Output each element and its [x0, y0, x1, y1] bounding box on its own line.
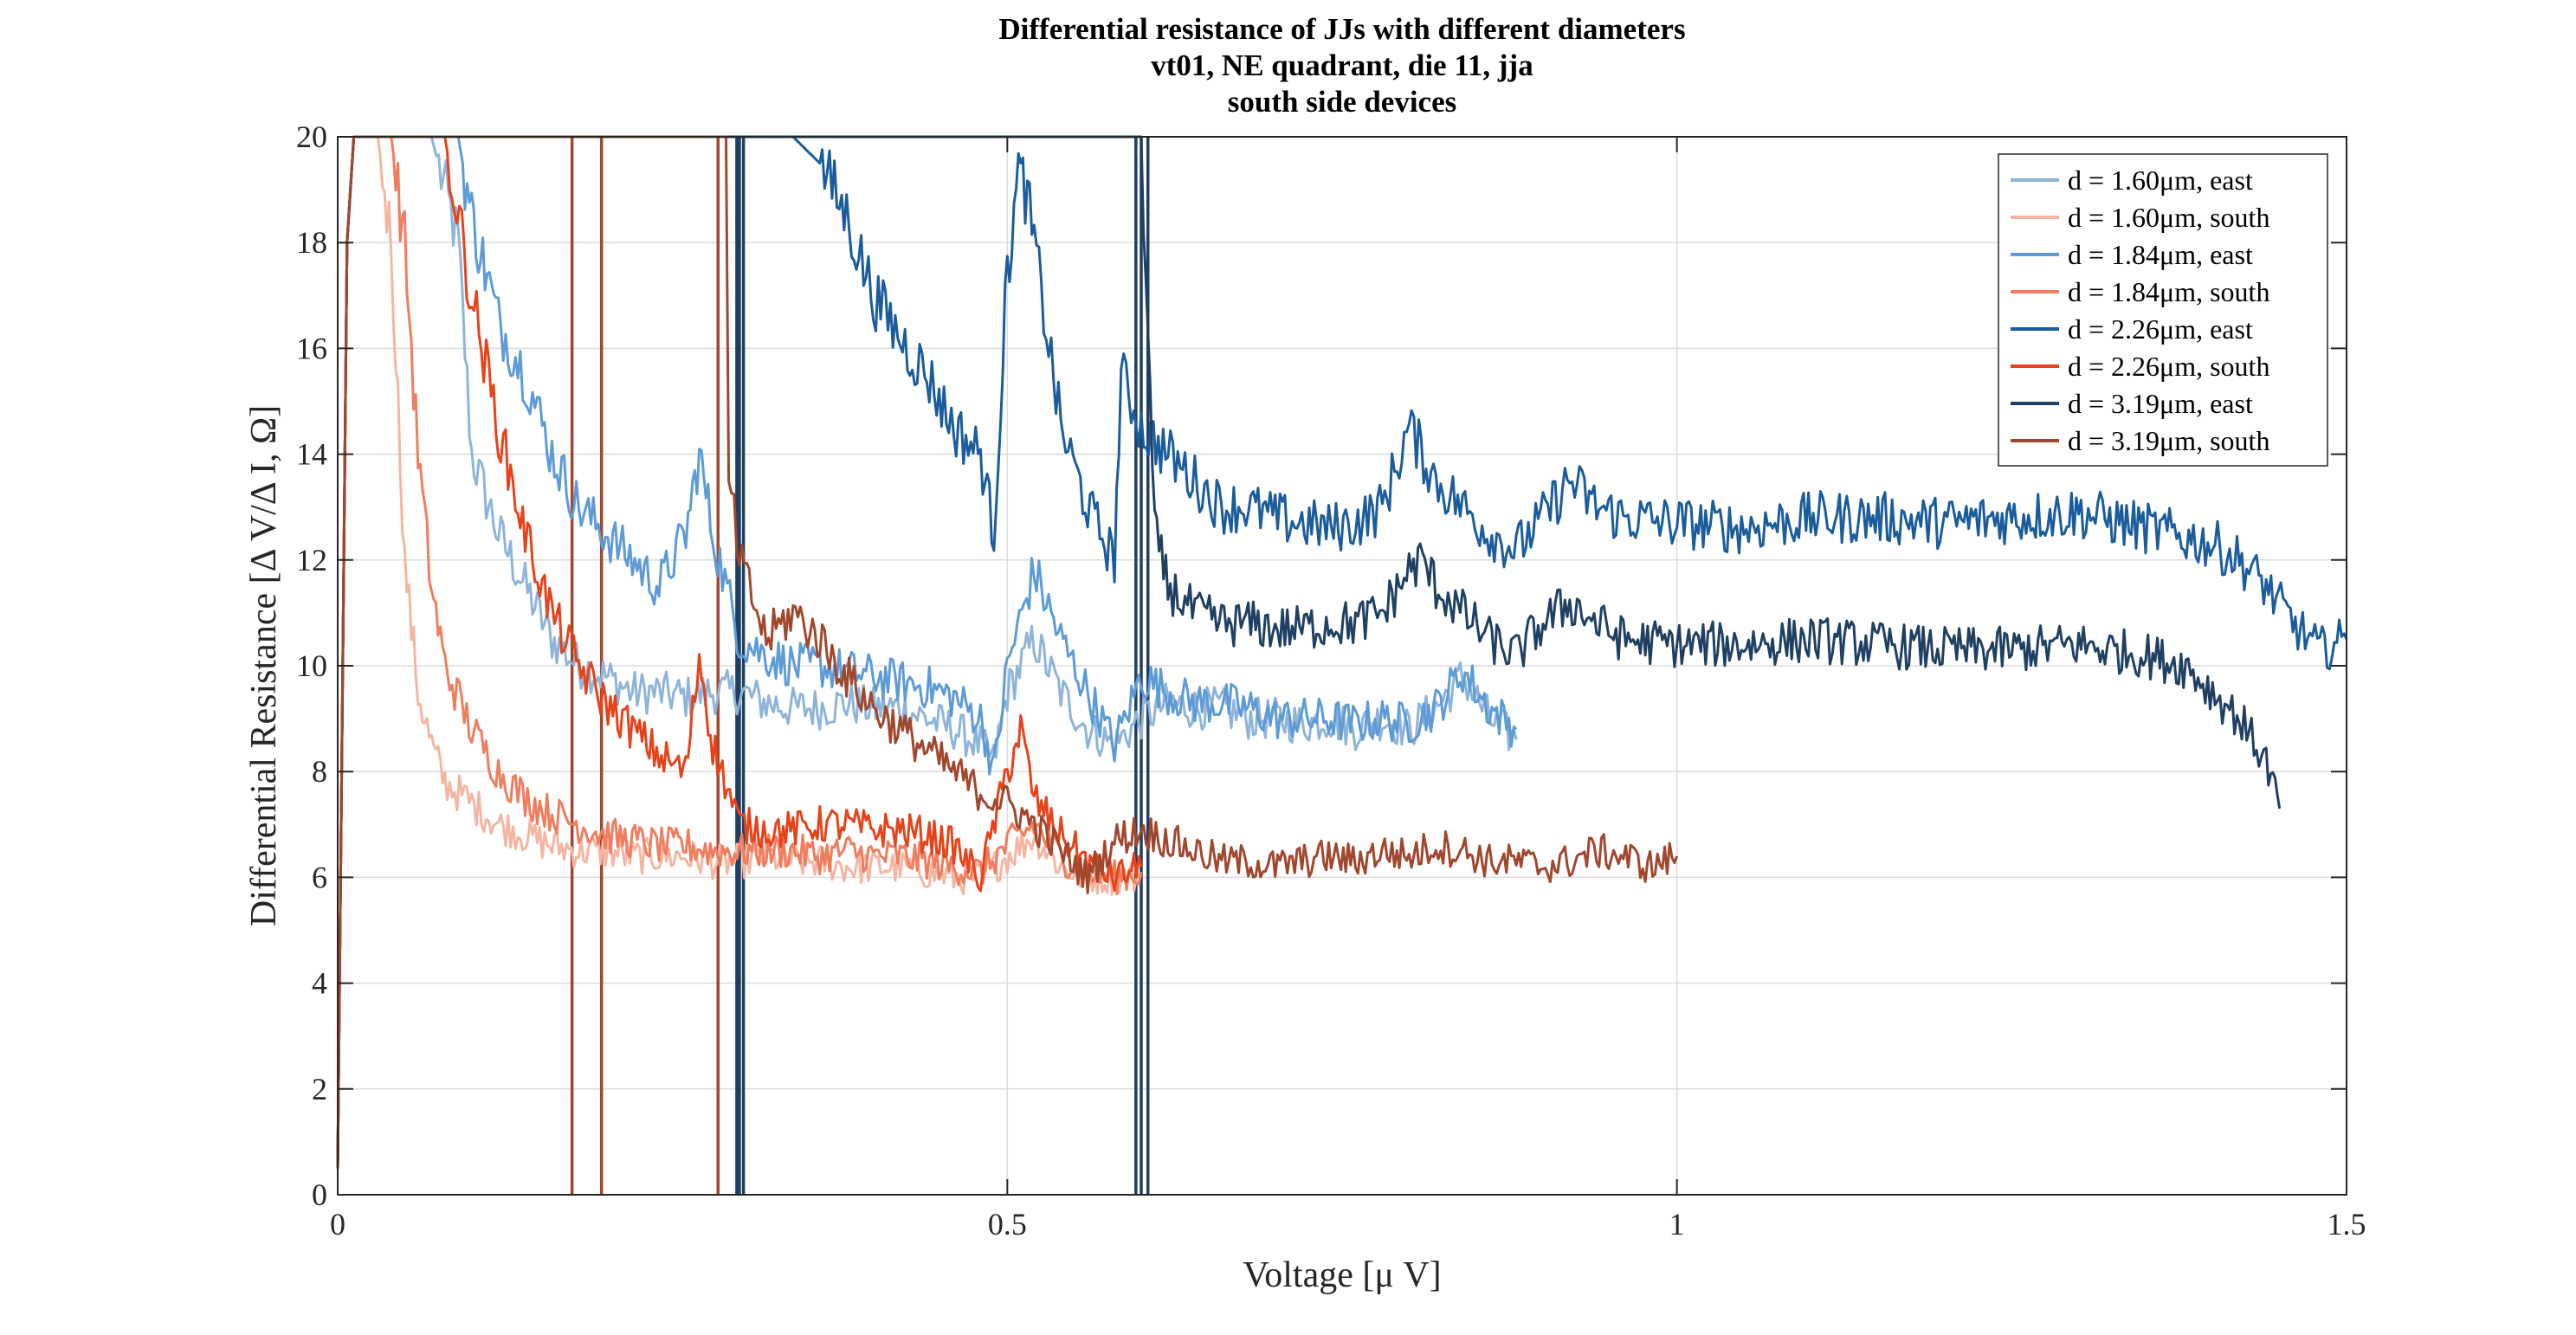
legend-entry-2: d = 1.60μm, south — [2068, 202, 2269, 233]
y-tick-label-10: 20 — [296, 119, 327, 154]
y-tick-label-9: 18 — [296, 225, 327, 260]
y-tick-label-2: 4 — [312, 966, 327, 1001]
y-tick-label-4: 8 — [312, 754, 327, 789]
legend-entry-5: d = 2.26μm, east — [2068, 313, 2253, 345]
x-tick-label-2: 1 — [1669, 1207, 1685, 1241]
x-tick-label-1: 0.5 — [988, 1207, 1027, 1241]
chart-title: Differential resistance of JJs with diff… — [998, 12, 1685, 119]
y-tick-label-7: 14 — [296, 437, 327, 472]
y-tick-label-6: 12 — [296, 543, 327, 577]
legend-entry-7: d = 3.19μm, east — [2068, 388, 2253, 419]
y-tick-label-1: 2 — [312, 1072, 327, 1106]
series-line-3 — [336, 135, 1518, 1169]
y-axis-label: Differential Resistance [Δ V/Δ I, Ω] — [244, 405, 284, 926]
legend-entry-6: d = 2.26μm, south — [2068, 351, 2269, 382]
title-line-2: vt01, NE quadrant, die 11, jja — [1151, 48, 1533, 82]
axis-ticks: 0 0.5 1 1.5 0 2 4 6 8 10 12 14 16 18 20 — [296, 119, 2366, 1241]
legend-entry-3: d = 1.84μm, east — [2068, 239, 2253, 270]
y-tick-label-0: 0 — [312, 1177, 327, 1212]
series-line-4 — [336, 135, 1143, 1169]
title-line-1: Differential resistance of JJs with diff… — [998, 12, 1685, 46]
legend-box — [1998, 153, 2328, 467]
y-tick-label-3: 6 — [312, 860, 327, 894]
x-tick-label-0: 0 — [330, 1207, 345, 1241]
legend-entry-1: d = 1.60μm, east — [2068, 164, 2253, 196]
legend: d = 1.60μm, east d = 1.60μm, south d = 1.8… — [1998, 153, 2328, 467]
series-line-2 — [336, 135, 1143, 1169]
y-tick-label-5: 10 — [296, 648, 327, 683]
legend-entry-8: d = 3.19μm, south — [2068, 425, 2269, 456]
series-line-6 — [336, 135, 1143, 1169]
series-line-1 — [336, 135, 1518, 1169]
series-line-7 — [336, 135, 2282, 1169]
x-axis-label: Voltage [μ V] — [1243, 1255, 1441, 1295]
y-tick-label-8: 16 — [296, 331, 327, 365]
legend-entry-4: d = 1.84μm, south — [2068, 276, 2269, 307]
title-line-3: south side devices — [1228, 85, 1456, 119]
x-tick-label-3: 1.5 — [2327, 1207, 2366, 1241]
